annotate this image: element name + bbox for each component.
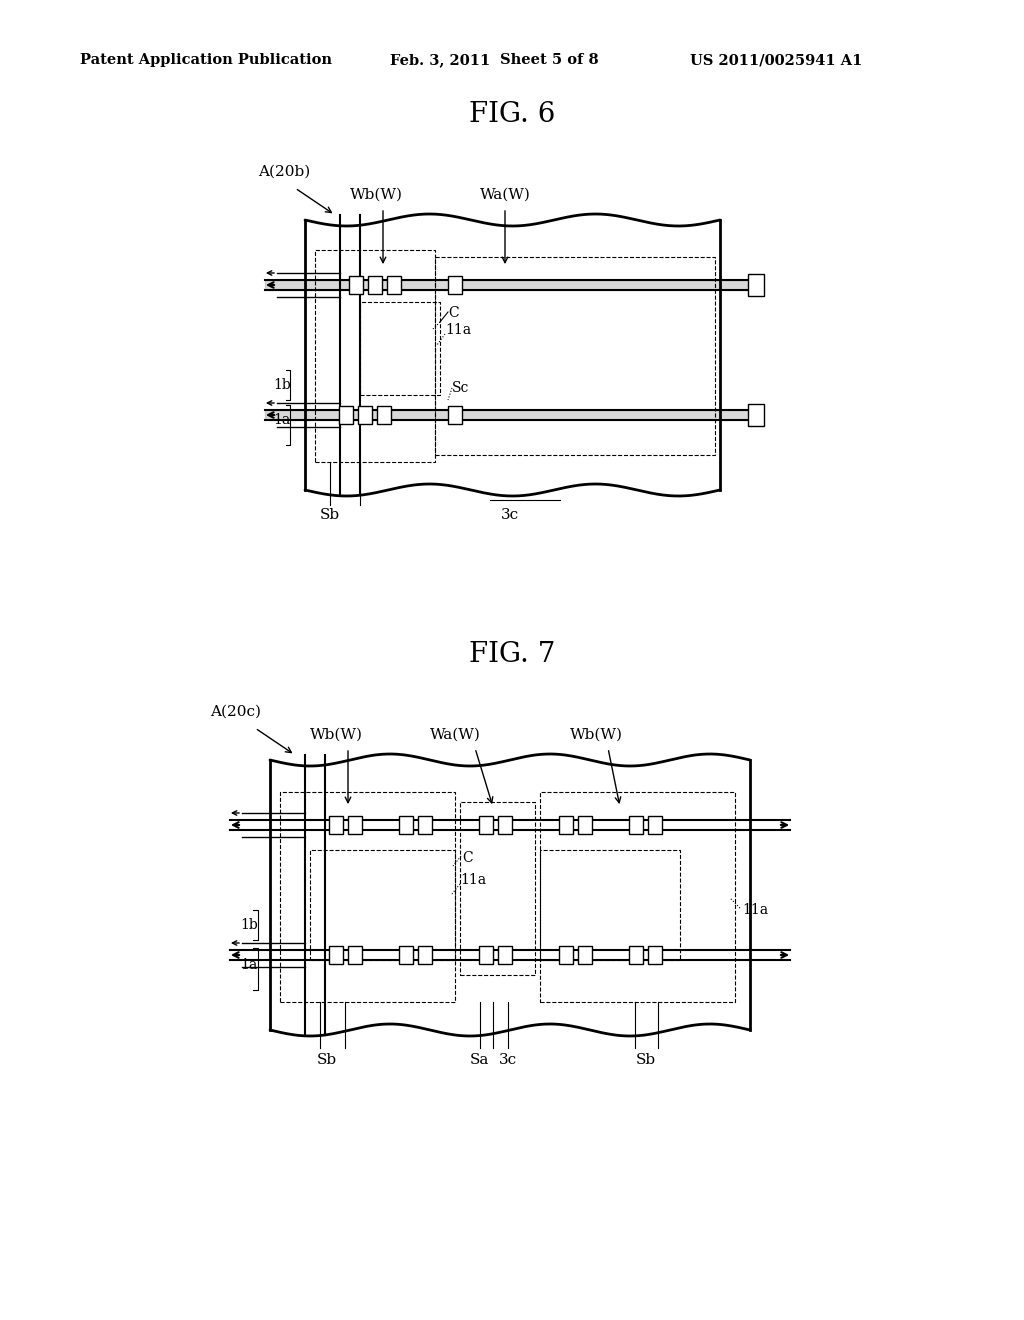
Bar	[358, 407, 372, 424]
Bar	[360, 302, 440, 395]
Text: Wa(W): Wa(W)	[480, 187, 530, 202]
Bar	[435, 257, 715, 455]
Text: 3c: 3c	[499, 1053, 517, 1067]
Bar	[315, 249, 435, 462]
Text: A(20c): A(20c)	[210, 705, 261, 719]
Bar	[349, 276, 362, 294]
Bar	[540, 850, 680, 960]
Bar	[558, 816, 572, 834]
Text: Sb: Sb	[319, 508, 340, 521]
Bar	[748, 275, 764, 296]
Bar	[329, 946, 342, 964]
Text: Sb: Sb	[636, 1053, 656, 1067]
Text: Wb(W): Wb(W)	[570, 729, 623, 742]
Bar	[629, 816, 642, 834]
Bar	[478, 946, 493, 964]
Text: Feb. 3, 2011: Feb. 3, 2011	[390, 53, 490, 67]
Bar	[398, 816, 413, 834]
Text: FIG. 7: FIG. 7	[469, 642, 555, 668]
Text: 11a: 11a	[445, 323, 471, 337]
Bar	[748, 404, 764, 426]
Bar	[647, 816, 662, 834]
Text: C: C	[462, 851, 473, 865]
Text: 1b: 1b	[240, 917, 258, 932]
Bar	[478, 816, 493, 834]
Bar	[578, 816, 592, 834]
Text: FIG. 6: FIG. 6	[469, 102, 555, 128]
Text: 11a: 11a	[460, 873, 486, 887]
Text: US 2011/0025941 A1: US 2011/0025941 A1	[690, 53, 862, 67]
Text: Sheet 5 of 8: Sheet 5 of 8	[500, 53, 599, 67]
Text: Sc: Sc	[452, 381, 469, 395]
Text: 11a: 11a	[742, 903, 768, 917]
Bar	[339, 407, 353, 424]
Text: C: C	[449, 306, 459, 319]
Bar	[368, 276, 382, 294]
Bar	[498, 816, 512, 834]
Text: Wa(W): Wa(W)	[430, 729, 481, 742]
Bar	[449, 276, 462, 294]
Bar	[647, 946, 662, 964]
Bar	[347, 816, 361, 834]
Bar	[387, 276, 401, 294]
Text: Patent Application Publication: Patent Application Publication	[80, 53, 332, 67]
Text: 1a: 1a	[240, 958, 257, 972]
Text: 1a: 1a	[273, 413, 290, 426]
Bar	[629, 946, 642, 964]
Text: Wb(W): Wb(W)	[310, 729, 362, 742]
Bar	[310, 850, 455, 960]
Bar	[377, 407, 391, 424]
Text: 3c: 3c	[501, 508, 519, 521]
Bar	[329, 816, 342, 834]
Text: 1b: 1b	[273, 378, 291, 392]
Bar	[418, 816, 431, 834]
Bar	[558, 946, 572, 964]
Text: Sa: Sa	[469, 1053, 488, 1067]
Bar	[498, 946, 512, 964]
Text: Wb(W): Wb(W)	[350, 187, 403, 202]
Bar	[347, 946, 361, 964]
Bar	[449, 407, 462, 424]
Bar	[398, 946, 413, 964]
Bar	[578, 946, 592, 964]
Bar	[418, 946, 431, 964]
Text: A(20b): A(20b)	[258, 165, 310, 180]
Bar	[280, 792, 455, 1002]
Bar	[540, 792, 735, 1002]
Bar	[460, 803, 535, 975]
Text: Sb: Sb	[317, 1053, 337, 1067]
